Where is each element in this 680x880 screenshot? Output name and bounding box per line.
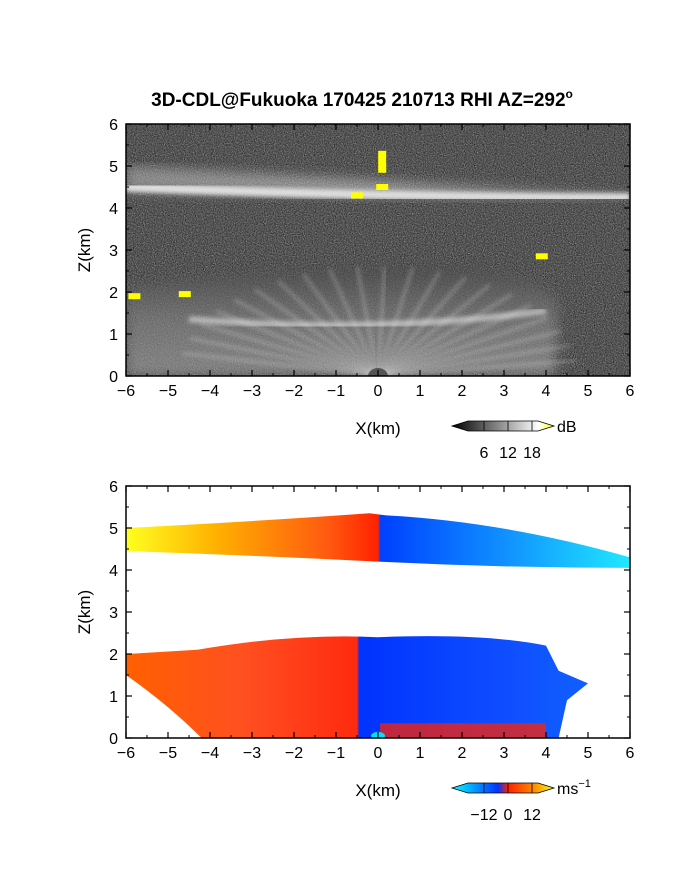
x-tick-label: 3: [500, 745, 509, 762]
saturated-spot: [378, 150, 387, 173]
y-tick-label: 1: [109, 327, 118, 344]
velocity-upper-layer: [126, 513, 630, 568]
saturated-spot: [351, 192, 363, 199]
x-tick-label: 1: [416, 745, 425, 762]
x-tick-label: −4: [201, 383, 219, 400]
x-tick-label: −6: [117, 745, 135, 762]
radial-beam: [277, 279, 379, 376]
radial-beam: [377, 344, 571, 376]
velocity-axes: −6 −5 −4 −3 −2 −1 0 1 2 3 4 5 6 0 1 2 3 4 5 6: [109, 479, 634, 762]
x-tick-label: −5: [159, 383, 177, 400]
velocity-lower-band: [126, 636, 588, 738]
reflectivity-ylabel: Z(km): [75, 228, 94, 272]
colorbar-tick-label: 0: [504, 807, 513, 824]
x-tick-label: −6: [117, 383, 135, 400]
radial-beam: [355, 266, 380, 376]
saturated-spot: [376, 184, 389, 190]
x-tick-label: 3: [500, 383, 509, 400]
x-tick-label: 1: [416, 383, 425, 400]
near-ground-red-band: [380, 723, 546, 738]
reflectivity-lower-layer: [126, 265, 577, 376]
radial-beam: [377, 283, 491, 376]
velocity-plot-area: [126, 486, 630, 738]
radial-beam: [233, 298, 379, 376]
saturated-spot: [178, 291, 191, 298]
radial-beam: [377, 276, 467, 376]
y-tick-label: 0: [109, 731, 118, 748]
y-tick-label: 3: [109, 243, 118, 260]
y-tick-label: 5: [109, 159, 118, 176]
saturated-spot: [535, 253, 548, 260]
x-tick-label: −5: [159, 745, 177, 762]
saturated-spot: [128, 293, 141, 300]
colorbar-unit-ms: ms−1: [557, 778, 591, 798]
colorbar-tick-label: −12: [470, 807, 497, 824]
reflectivity-xlabel: X(km): [355, 419, 400, 438]
colorbar-unit-ms-base: ms: [557, 781, 578, 798]
x-tick-label: −1: [327, 745, 345, 762]
title-main: 3D-CDL@Fukuoka 170425 210713 RHI AZ=292: [151, 90, 565, 111]
colorbar-tick-label: 12: [523, 807, 541, 824]
y-tick-label: 1: [109, 689, 118, 706]
x-tick-label: −1: [327, 383, 345, 400]
lower-layer-bright-band: [188, 307, 547, 329]
velocity-lower-layer: [126, 636, 588, 738]
colorbar-gray-bar: [450, 420, 556, 432]
radial-beam: [182, 351, 379, 376]
reflectivity-colorbar: 6 12 18 dB: [450, 419, 577, 462]
reflectivity-plot-area: [126, 124, 630, 376]
colorbar-unit-db: dB: [557, 419, 577, 436]
radial-beam: [201, 323, 379, 376]
x-tick-label: 0: [374, 383, 383, 400]
x-tick-label: −2: [285, 383, 303, 400]
x-tick-label: −3: [243, 383, 261, 400]
x-tick-label: 4: [542, 383, 551, 400]
title-degree: o: [566, 87, 573, 101]
y-tick-label: 2: [109, 285, 118, 302]
reflectivity-axes: −6 −5 −4 −3 −2 −1 0 1 2 3 4 5 6 0 1 2 3 4 5 6: [109, 117, 634, 400]
x-tick-label: 2: [458, 745, 467, 762]
x-tick-label: 5: [584, 745, 593, 762]
x-tick-label: −4: [201, 745, 219, 762]
reflectivity-saturated-spots: [128, 150, 548, 300]
y-tick-label: 2: [109, 647, 118, 664]
upper-layer-bright-base: [126, 182, 630, 202]
x-tick-label: 5: [584, 383, 593, 400]
x-tick-label: 6: [626, 383, 635, 400]
y-tick-label: 4: [109, 563, 118, 580]
y-tick-label: 5: [109, 521, 118, 538]
colorbar-velocity-bar: [450, 782, 556, 794]
colorbar-unit-ms-exponent: −1: [578, 778, 591, 790]
x-tick-label: −2: [285, 745, 303, 762]
y-tick-label: 6: [109, 479, 118, 496]
y-tick-label: 3: [109, 605, 118, 622]
x-tick-label: 0: [374, 745, 383, 762]
velocity-ylabel: Z(km): [75, 590, 94, 634]
x-tick-label: 2: [458, 383, 467, 400]
colorbar-tick-label: 12: [499, 445, 517, 462]
y-tick-label: 0: [109, 369, 118, 386]
y-tick-label: 6: [109, 117, 118, 134]
radial-beam: [189, 337, 379, 376]
radial-beam: [376, 265, 387, 376]
x-tick-label: 6: [626, 745, 635, 762]
radial-beam: [377, 293, 513, 376]
x-tick-label: 4: [542, 745, 551, 762]
velocity-xlabel: X(km): [355, 781, 400, 800]
x-tick-label: −3: [243, 745, 261, 762]
y-tick-label: 4: [109, 201, 118, 218]
colorbar-tick-label: 18: [523, 445, 541, 462]
velocity-upper-band: [126, 513, 630, 568]
radial-beam: [377, 316, 549, 376]
radial-beam: [377, 359, 577, 376]
radial-beam: [377, 330, 562, 376]
velocity-colorbar: −12 0 12 ms−1: [450, 778, 591, 824]
colorbar-tick-label: 6: [480, 445, 489, 462]
chart-title: 3D-CDL@Fukuoka 170425 210713 RHI AZ=292o: [151, 87, 573, 111]
radial-beam: [254, 288, 379, 376]
